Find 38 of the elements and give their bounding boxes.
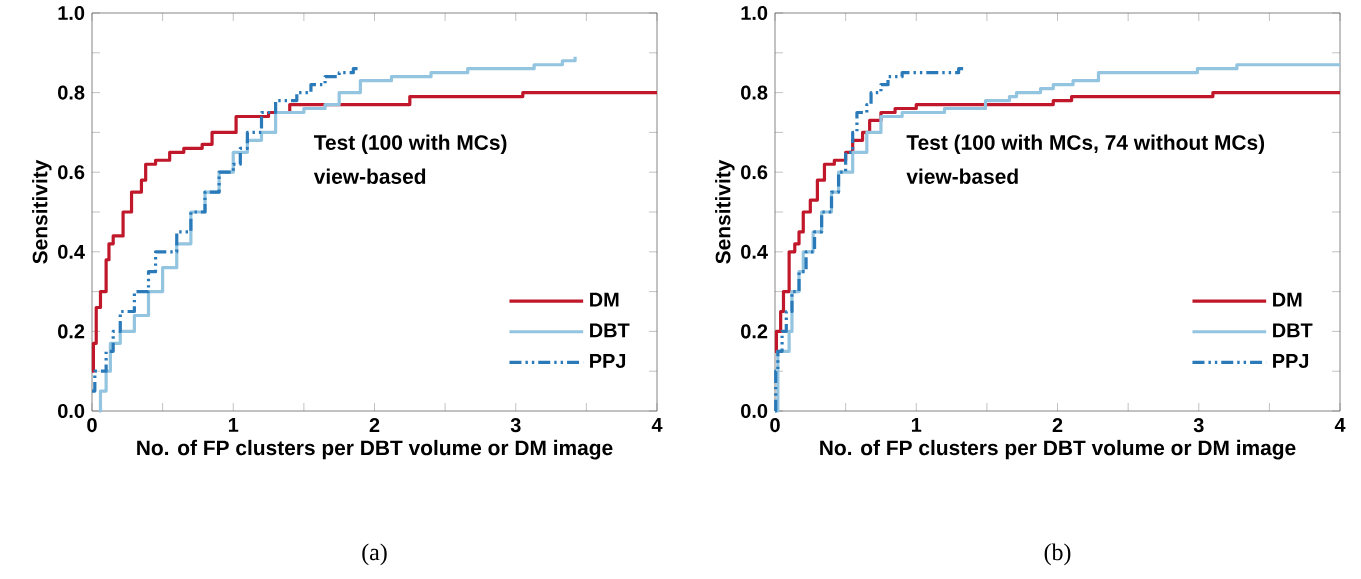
x-tick-label: 2 <box>1052 418 1063 432</box>
annotation: view-based <box>313 168 426 184</box>
x-tick-label: 4 <box>651 418 663 432</box>
text: (b) <box>1044 543 1071 566</box>
y-tick-label: 1.0 <box>741 5 768 21</box>
x-axis-title: No. of FP clusters per DBT volume or DM image <box>137 439 613 460</box>
x-tick-label: 4 <box>1334 418 1346 432</box>
x-axis-title: No. of FP clusters per DBT volume or DM image <box>820 439 1296 460</box>
x-tick-label: 3 <box>510 418 521 433</box>
y-tick-label: 0.0 <box>58 403 85 419</box>
x-tick-label: 0 <box>87 418 97 433</box>
y-tick-label: 0.6 <box>58 165 85 180</box>
y-axis-title: Sensitivity <box>715 159 735 264</box>
annotation: Test (100 with MCs) <box>313 134 507 155</box>
x-tick-label: 0 <box>770 418 780 433</box>
legend-label: DBT <box>590 323 630 338</box>
y-tick-label: 0.2 <box>741 324 768 339</box>
y-tick-label: 0.6 <box>741 165 768 180</box>
y-axis-title: Sensitivity <box>32 159 52 264</box>
x-tick-label: 3 <box>1193 418 1204 433</box>
y-tick-label: 1.0 <box>58 5 85 21</box>
legend-label: PPJ <box>1273 354 1309 368</box>
x-tick-label: 1 <box>228 418 239 432</box>
legend-label: DM <box>1273 292 1302 307</box>
annotation: view-based <box>906 168 1018 184</box>
y-tick-label: 0.4 <box>58 244 85 259</box>
text: (a) <box>362 543 387 566</box>
y-tick-label: 0.8 <box>58 85 85 100</box>
x-tick-label: 2 <box>369 418 380 432</box>
legend-label: PPJ <box>590 354 626 368</box>
y-tick-label: 0.8 <box>741 85 768 100</box>
y-tick-label: 0.4 <box>741 244 768 259</box>
x-tick-label: 1 <box>911 418 922 432</box>
y-tick-label: 0.2 <box>58 324 85 339</box>
annotation: Test (100 with MCs, 74 without MCs) <box>906 134 1265 155</box>
legend-label: DBT <box>1273 323 1313 338</box>
legend-label: DM <box>590 292 619 307</box>
y-tick-label: 0.0 <box>741 403 768 419</box>
